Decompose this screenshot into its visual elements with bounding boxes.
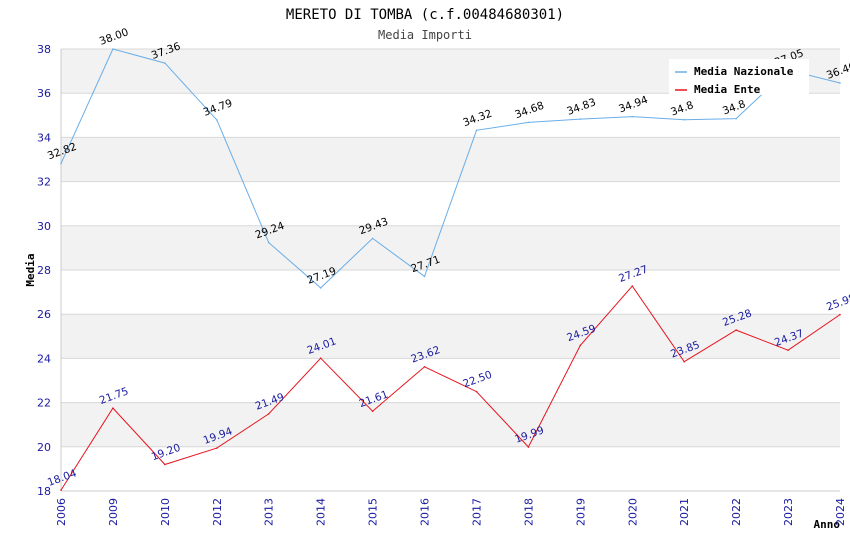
data-point (423, 275, 426, 278)
plot-band (61, 93, 840, 138)
x-tick-label: 2020 (626, 498, 639, 526)
data-point (216, 119, 218, 121)
x-tick-label: 2009 (107, 498, 120, 526)
data-point (475, 390, 478, 393)
series-lines (60, 48, 841, 491)
x-axis-label: Anno (814, 518, 841, 531)
x-axis-ticks: 2006 2009 2010 2012 2013 2014 2015 2016 2017 2018… (55, 498, 847, 526)
series-line-media-nazionale (60, 48, 841, 289)
plot-band (61, 358, 840, 403)
x-tick-label: 2016 (419, 498, 432, 526)
data-point (164, 463, 166, 466)
y-tick-label: 24 (37, 352, 51, 365)
y-tick-label: 26 (37, 308, 51, 321)
data-point (319, 287, 322, 289)
y-tick-label: 34 (37, 131, 51, 144)
data-point (216, 447, 218, 449)
y-tick-label: 30 (37, 220, 51, 233)
x-tick-label: 2024 (834, 498, 847, 526)
data-point (267, 241, 270, 244)
data-point (683, 360, 685, 363)
plot-band (61, 446, 840, 491)
y-axis-ticks: 18 20 22 24 26 28 30 32 34 36 38 (37, 43, 51, 498)
x-tick-label: 2012 (211, 498, 224, 526)
data-point (475, 129, 478, 132)
series-line-media-ente (60, 285, 841, 491)
y-tick-label: 38 (37, 43, 51, 56)
data-point (527, 121, 530, 124)
x-tick-label: 2017 (470, 498, 483, 526)
gridlines (60, 48, 840, 492)
x-tick-label: 2015 (367, 498, 380, 526)
data-point (579, 344, 582, 347)
data-point (839, 313, 841, 316)
data-point (267, 413, 270, 415)
y-tick-label: 20 (37, 441, 51, 454)
data-point (60, 162, 62, 165)
data-point (579, 118, 582, 120)
legend: Media Nazionale Media Ente (669, 59, 809, 96)
data-point (371, 410, 374, 413)
data-point (112, 48, 114, 50)
x-tick-label: 2018 (522, 498, 535, 526)
data-point (112, 407, 114, 409)
y-axis-label: Media (24, 253, 37, 286)
x-tick-label: 2019 (574, 498, 587, 526)
data-point (631, 285, 634, 287)
plot-band (61, 225, 840, 270)
data-point (319, 357, 322, 359)
x-tick-label: 2023 (782, 498, 795, 526)
legend-label-media-ente: Media Ente (694, 83, 761, 96)
y-tick-label: 28 (37, 264, 51, 277)
plot-background-bands (61, 49, 840, 491)
data-point (371, 237, 374, 240)
x-tick-label: 2013 (263, 498, 276, 526)
plot-band (61, 137, 840, 182)
chart-title: MERETO DI TOMBA (c.f.00484680301) (286, 7, 564, 23)
legend-label-media-nazionale: Media Nazionale (694, 65, 794, 78)
data-label: 38.00 (98, 26, 130, 48)
data-point (683, 118, 685, 121)
x-tick-label: 2022 (730, 498, 743, 526)
y-tick-label: 32 (37, 176, 51, 189)
plot-band (61, 270, 840, 315)
x-tick-label: 2010 (159, 498, 172, 526)
data-point (164, 62, 166, 64)
data-point (423, 365, 426, 368)
chart-subtitle: Media Importi (378, 28, 472, 42)
y-tick-label: 22 (37, 397, 51, 410)
plot-band (61, 314, 840, 359)
x-tick-label: 2021 (678, 498, 691, 526)
x-tick-label: 2014 (315, 498, 328, 526)
data-point (735, 117, 737, 120)
data-point (631, 115, 634, 118)
data-point (60, 489, 62, 491)
data-point (787, 349, 789, 352)
data-point (527, 446, 530, 448)
y-tick-label: 36 (37, 87, 51, 100)
x-tick-label: 2006 (55, 498, 68, 526)
legend-box (669, 59, 809, 95)
data-point (839, 82, 841, 84)
plot-band (61, 402, 840, 447)
y-tick-label: 18 (37, 485, 51, 498)
data-point (735, 329, 737, 331)
